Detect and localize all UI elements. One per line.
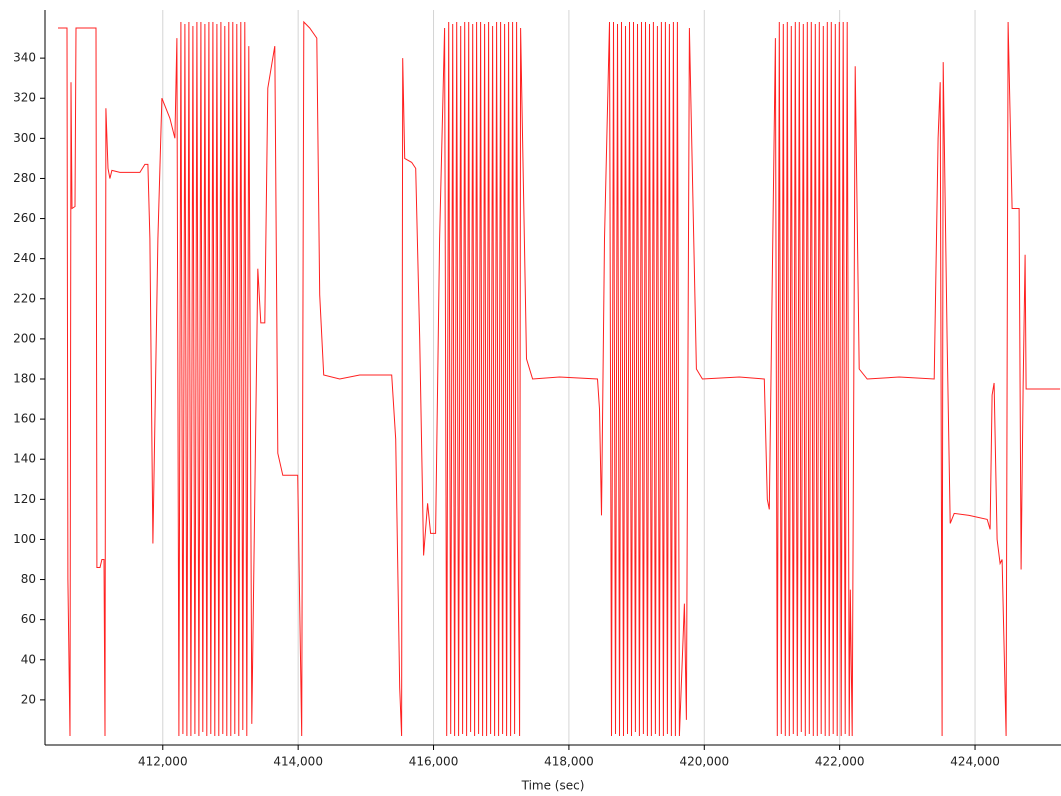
x-axis-label: Time (sec): [521, 779, 585, 793]
x-tick-label: 416,000: [409, 755, 459, 769]
x-tick-label: 420,000: [679, 755, 729, 769]
x-tick-label: 424,000: [950, 755, 1000, 769]
y-tick-label: 240: [13, 251, 36, 265]
x-tick-label: 414,000: [273, 755, 323, 769]
y-tick-label: 100: [13, 532, 36, 546]
y-tick-label: 120: [13, 492, 36, 506]
y-tick-label: 20: [21, 692, 36, 706]
y-tick-label: 140: [13, 452, 36, 466]
x-tick-label: 422,000: [815, 755, 865, 769]
y-tick-label: 340: [13, 51, 36, 65]
y-tick-label: 200: [13, 331, 36, 345]
y-tick-label: 300: [13, 131, 36, 145]
y-tick-label: 280: [13, 171, 36, 185]
y-tick-label: 180: [13, 372, 36, 386]
y-tick-label: 320: [13, 91, 36, 105]
y-tick-label: 40: [21, 652, 36, 666]
x-tick-label: 418,000: [544, 755, 594, 769]
y-tick-label: 160: [13, 412, 36, 426]
x-tick-label: 412,000: [138, 755, 188, 769]
y-tick-label: 260: [13, 211, 36, 225]
y-tick-label: 80: [21, 572, 36, 586]
y-tick-label: 60: [21, 612, 36, 626]
data-line: [58, 20, 1061, 737]
y-tick-label: 220: [13, 291, 36, 305]
